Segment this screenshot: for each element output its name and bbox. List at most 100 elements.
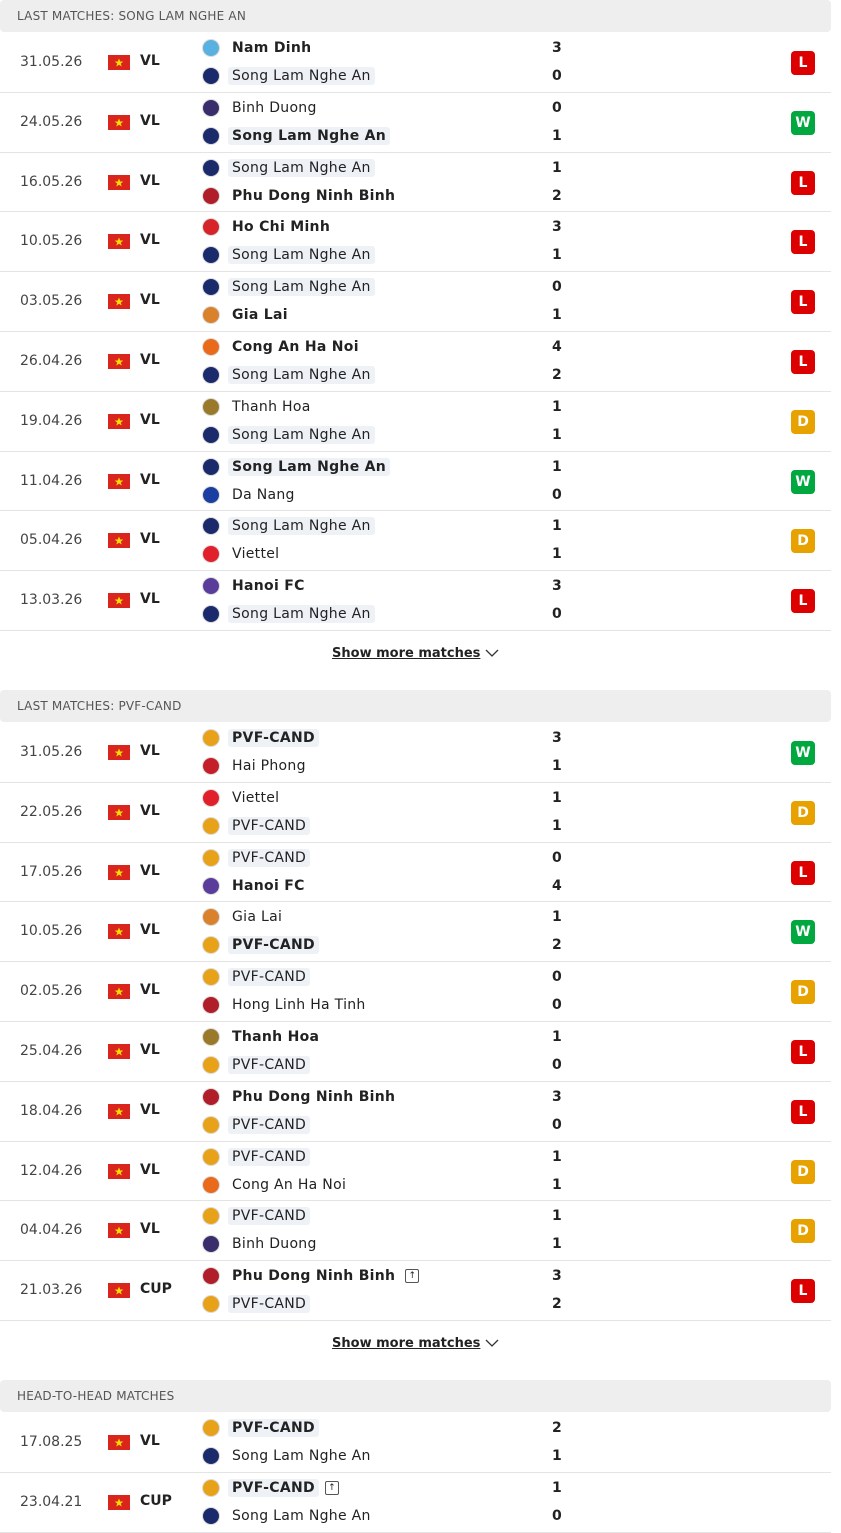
match-date: 17.08.25 [20, 1433, 83, 1450]
match-row[interactable]: 19.04.26 VL Thanh Hoa 1 Song Lam Nghe An 1 D [0, 392, 831, 452]
league: VL [140, 531, 160, 548]
show-more[interactable]: Show more matches [0, 1321, 831, 1380]
match-row[interactable]: 13.03.26 VL Hanoi FC 3 Song Lam Nghe An 0 L [0, 571, 831, 631]
score: 0 [552, 1116, 562, 1133]
match-row[interactable]: 11.04.26 VL Song Lam Nghe An 1 Da Nang 0 W [0, 452, 831, 512]
flag [108, 1434, 130, 1454]
score: 0 [552, 1056, 562, 1073]
team-logo [202, 848, 220, 867]
show-more[interactable]: Show more matches [0, 631, 831, 690]
team-name: PVF-CAND [228, 728, 319, 747]
team: Hai Phong [202, 755, 310, 777]
team-name: Song Lam Nghe An [228, 605, 375, 624]
score: 1 [552, 426, 562, 443]
team: PVF-CAND ↑ [202, 1477, 339, 1499]
league: VL [140, 1101, 160, 1118]
team: PVF-CAND [202, 847, 311, 869]
show-more-link[interactable]: Show more matches [332, 1335, 481, 1351]
flag [108, 864, 130, 884]
match-row[interactable]: 17.08.25 VL PVF-CAND 2 Song Lam Nghe An 1 [0, 1413, 831, 1473]
team-logo [202, 1267, 220, 1286]
score: 3 [552, 578, 562, 595]
flag [108, 533, 130, 552]
score: 0 [552, 1507, 562, 1524]
info-icon: ↑ [405, 1269, 420, 1284]
team-logo [202, 545, 220, 564]
team: Song Lam Nghe An [202, 456, 391, 478]
match-row[interactable]: 16.05.26 VL Song Lam Nghe An 1 Phu Dong Ninh… [0, 153, 831, 213]
team-name: Song Lam Nghe An [228, 517, 375, 536]
team-name: PVF-CAND [228, 1055, 311, 1074]
team-name: Da Nang [232, 486, 295, 503]
match-row[interactable]: 18.04.26 VL Phu Dong Ninh Binh 3 PVF-CAND 0 L [0, 1082, 831, 1142]
result-badge: L [791, 290, 815, 315]
score: 1 [552, 518, 562, 535]
team: Song Lam Nghe An [202, 276, 375, 298]
match-row[interactable]: 23.04.21 CUP PVF-CAND ↑ 1 Song Lam Nghe An 0 [0, 1473, 831, 1533]
match-row[interactable]: 04.04.26 VL PVF-CAND 1 Binh Duong 1 D [0, 1201, 831, 1262]
team: Song Lam Nghe An [202, 603, 375, 625]
team: PVF-CAND [202, 727, 319, 749]
score: 3 [552, 40, 562, 56]
match-date: 24.05.26 [20, 113, 83, 130]
match-date: 16.05.26 [20, 173, 83, 190]
match-row[interactable]: 26.04.26 VL Cong An Ha Noi 4 Song Lam Nghe A… [0, 332, 831, 392]
team: PVF-CAND [202, 1146, 311, 1168]
match-row[interactable]: 31.05.26 VL PVF-CAND 3 Hai Phong 1 W [0, 723, 831, 783]
team: PVF-CAND [202, 815, 311, 837]
team-name: Song Lam Nghe An [228, 126, 391, 145]
score: 0 [552, 606, 562, 623]
flag [108, 174, 130, 194]
match-row[interactable]: 31.05.26 VL Nam Dinh 3 Song Lam Nghe An 0 L [0, 33, 831, 93]
team-name: Phu Dong Ninh Binh [232, 187, 396, 204]
score: 1 [552, 1028, 562, 1045]
match-row[interactable]: 24.05.26 VL Binh Duong 0 Song Lam Nghe An 1 W [0, 93, 831, 153]
match-row[interactable]: 21.03.26 CUP Phu Dong Ninh Binh ↑ 3 PVF-CAND 2… [0, 1261, 831, 1321]
league: VL [140, 292, 160, 309]
team: PVF-CAND [202, 1054, 311, 1076]
score: 1 [552, 1208, 562, 1225]
result-badge: W [791, 110, 815, 135]
match-date: 31.05.26 [20, 54, 83, 70]
match-row[interactable]: 22.05.26 VL Viettel 1 PVF-CAND 1 D [0, 783, 831, 843]
score: 0 [552, 997, 562, 1014]
match-row[interactable]: 03.05.26 VL Song Lam Nghe An 0 Gia Lai 1 L [0, 272, 831, 332]
team-name: Song Lam Nghe An [228, 425, 375, 444]
team-logo [202, 485, 220, 504]
match-row[interactable]: 05.04.26 VL Song Lam Nghe An 1 Viettel 1 D [0, 511, 831, 572]
team: Thanh Hoa [202, 396, 315, 418]
team: Gia Lai [202, 304, 292, 326]
team: Thanh Hoa [202, 1026, 323, 1048]
team-logo [202, 1418, 220, 1437]
team-name: Phu Dong Ninh Binh [232, 1268, 396, 1285]
team-logo [202, 968, 220, 987]
score: 1 [552, 247, 562, 264]
score: 1 [552, 789, 562, 806]
team-logo [202, 577, 220, 596]
match-date: 04.04.26 [20, 1222, 83, 1239]
team: Hanoi FC [202, 575, 309, 597]
team-logo [202, 1235, 220, 1254]
team-name: Song Lam Nghe An [232, 1507, 371, 1524]
match-row[interactable]: 02.05.26 VL PVF-CAND 0 Hong Linh Ha Tinh 0 D [0, 962, 831, 1022]
score: 1 [552, 817, 562, 834]
show-more-link[interactable]: Show more matches [332, 645, 481, 661]
team-logo [202, 365, 220, 384]
team-logo [202, 1087, 220, 1106]
league: VL [140, 982, 160, 999]
league: CUP [140, 1281, 172, 1298]
team-name: Song Lam Nghe An [228, 365, 375, 384]
team-logo [202, 425, 220, 444]
score: 2 [552, 1419, 562, 1436]
score: 2 [552, 366, 562, 383]
match-row[interactable]: 10.05.26 VL Gia Lai 1 PVF-CAND 2 W [0, 902, 831, 963]
score: 1 [552, 1236, 562, 1253]
match-row[interactable]: 10.05.26 VL Ho Chi Minh 3 Song Lam Nghe An 1 L [0, 212, 831, 273]
match-row[interactable]: 12.04.26 VL PVF-CAND 1 Cong An Ha Noi 1 D [0, 1142, 831, 1202]
team: Nam Dinh [202, 37, 315, 59]
team-name: Song Lam Nghe An [228, 278, 375, 297]
match-row[interactable]: 25.04.26 VL Thanh Hoa 1 PVF-CAND 0 L [0, 1022, 831, 1082]
info-icon: ↑ [324, 1480, 339, 1495]
match-row[interactable]: 17.05.26 VL PVF-CAND 0 Hanoi FC 4 L [0, 843, 831, 903]
